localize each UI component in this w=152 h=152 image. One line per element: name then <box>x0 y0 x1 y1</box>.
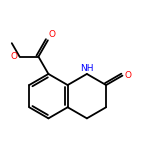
Text: O: O <box>49 30 56 39</box>
Text: O: O <box>10 52 17 61</box>
Text: O: O <box>124 71 131 80</box>
Text: NH: NH <box>80 64 94 73</box>
